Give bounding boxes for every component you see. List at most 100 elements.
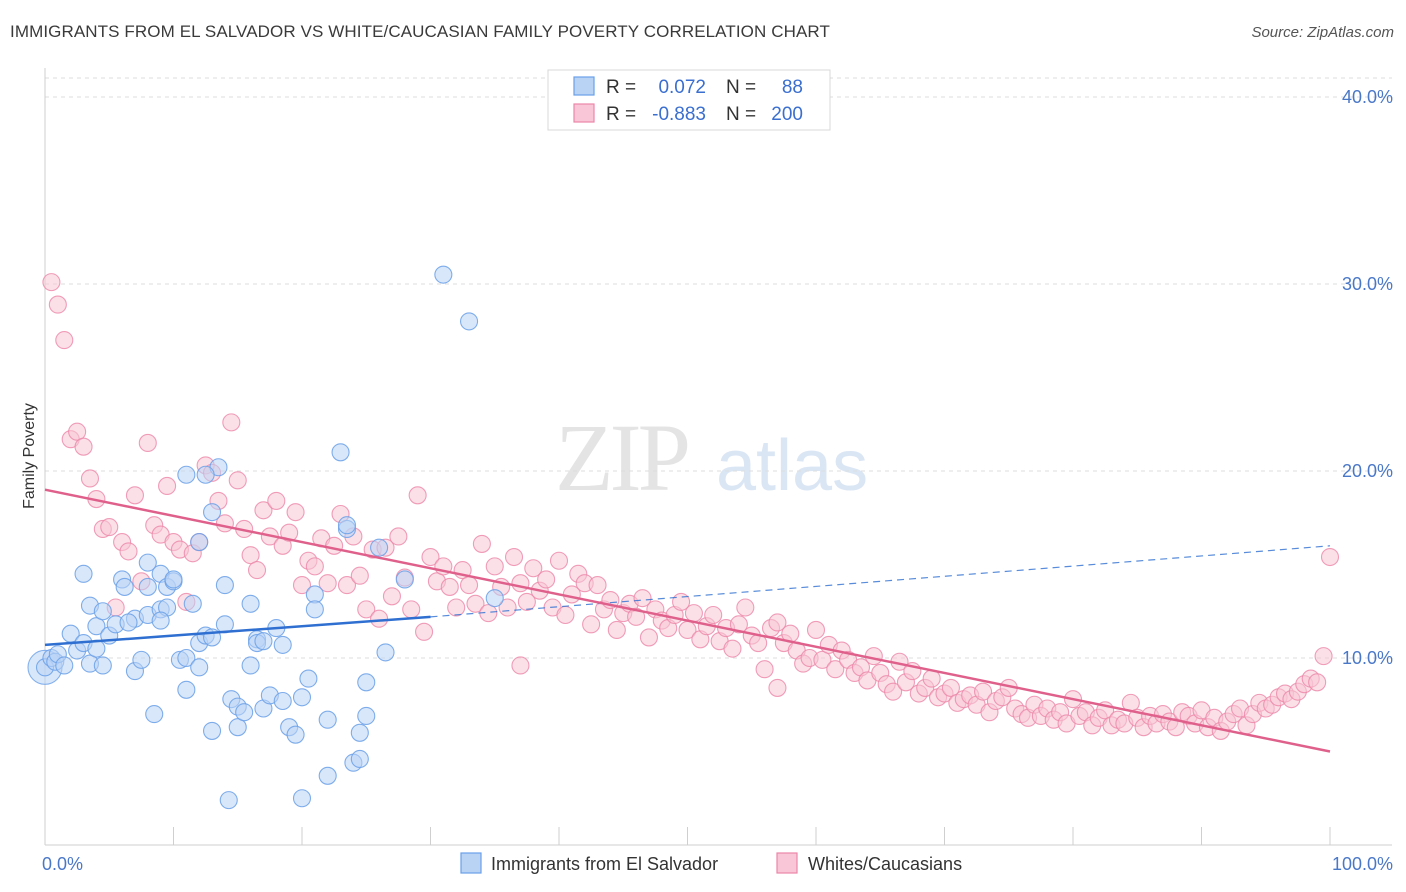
trend-whites bbox=[44, 488, 1331, 753]
point-whites-92 bbox=[633, 589, 652, 608]
point-whites-4 bbox=[68, 422, 87, 441]
point-whites-56 bbox=[402, 600, 421, 619]
trend-el-salvador-dashed bbox=[430, 545, 1331, 618]
point-whites-108 bbox=[736, 598, 755, 617]
point-whites-31 bbox=[241, 546, 260, 565]
point-el-salvador-32 bbox=[177, 680, 196, 699]
point-el-salvador-75 bbox=[370, 538, 389, 557]
legend-r-value-1: 0.072 bbox=[658, 77, 706, 98]
point-whites-113 bbox=[768, 613, 787, 632]
legend-r-label-2: R = bbox=[606, 104, 636, 125]
point-whites-38 bbox=[286, 503, 305, 522]
point-whites-53 bbox=[382, 587, 402, 606]
chart-title: IMMIGRANTS FROM EL SALVADOR VS WHITE/CAU… bbox=[10, 22, 830, 41]
point-el-salvador-69 bbox=[337, 516, 357, 535]
point-el-salvador-22 bbox=[132, 650, 151, 669]
point-whites-199 bbox=[1320, 547, 1340, 567]
y-tick-label-40: 40.0% bbox=[1342, 87, 1393, 107]
point-whites-200 bbox=[511, 656, 530, 675]
point-whites-12 bbox=[119, 542, 138, 561]
point-whites-122 bbox=[826, 660, 845, 679]
point-whites-73 bbox=[511, 574, 530, 593]
source-label: Source: ZipAtlas.com bbox=[1251, 24, 1394, 41]
point-whites-15 bbox=[138, 433, 157, 453]
point-el-salvador-11 bbox=[74, 564, 93, 583]
point-whites-119 bbox=[806, 620, 826, 640]
y-tick-label-20: 20.0% bbox=[1342, 461, 1393, 481]
point-whites-32 bbox=[247, 561, 267, 580]
point-el-salvador-59 bbox=[286, 725, 305, 744]
point-el-salvador-62 bbox=[299, 669, 318, 688]
point-el-salvador-81 bbox=[219, 791, 238, 810]
point-whites-35 bbox=[267, 491, 286, 510]
point-el-salvador-86 bbox=[151, 611, 170, 630]
legend-bottom-swatch-blue bbox=[460, 852, 482, 874]
point-whites-63 bbox=[447, 598, 466, 617]
point-el-salvador-60 bbox=[292, 789, 312, 808]
point-whites-71 bbox=[498, 598, 517, 617]
legend-n-label-1: N = bbox=[726, 77, 756, 98]
point-whites-103 bbox=[704, 605, 723, 625]
point-whites-84 bbox=[582, 615, 601, 634]
legend-top: R = 0.072 N = 88 R = -0.883 N = 200 bbox=[547, 69, 831, 131]
point-el-salvador-18 bbox=[115, 577, 134, 596]
point-whites-98 bbox=[672, 592, 691, 611]
point-whites-198 bbox=[1314, 647, 1333, 666]
point-el-salvador-78 bbox=[434, 265, 453, 284]
point-whites-100 bbox=[684, 604, 703, 623]
point-el-salvador-64 bbox=[305, 600, 324, 619]
point-whites-49 bbox=[357, 600, 376, 619]
axes bbox=[44, 68, 1392, 846]
point-el-salvador-48 bbox=[241, 594, 260, 613]
point-whites-69 bbox=[485, 557, 504, 576]
point-whites-140 bbox=[941, 678, 960, 697]
point-el-salvador-80 bbox=[485, 589, 504, 608]
y-tick-label-10: 10.0% bbox=[1342, 648, 1393, 668]
point-whites-51 bbox=[370, 609, 389, 628]
x-tick-labels: 0.0% 100.0% bbox=[42, 854, 1393, 874]
point-el-salvador-76 bbox=[376, 643, 395, 662]
point-el-salvador-65 bbox=[318, 710, 337, 729]
point-whites-91 bbox=[627, 607, 646, 626]
point-whites-80 bbox=[556, 605, 575, 625]
point-el-salvador-4 bbox=[55, 656, 74, 675]
point-whites-72 bbox=[504, 547, 524, 567]
point-whites-59 bbox=[421, 547, 440, 567]
point-el-salvador-45 bbox=[228, 718, 247, 737]
point-whites-88 bbox=[607, 620, 626, 640]
point-el-salvador-66 bbox=[318, 766, 337, 785]
legend-r-value-2: -0.883 bbox=[652, 104, 706, 125]
point-whites-41 bbox=[305, 557, 324, 576]
legend-n-label-2: N = bbox=[726, 104, 756, 125]
point-whites-18 bbox=[158, 476, 177, 496]
legend-n-value-2: 200 bbox=[771, 104, 803, 125]
point-whites-6 bbox=[80, 469, 100, 488]
point-whites-111 bbox=[755, 660, 774, 679]
legend-bottom: Immigrants from El Salvador Whites/Cauca… bbox=[460, 852, 962, 874]
y-tick-label-30: 30.0% bbox=[1342, 274, 1393, 294]
legend-bottom-label-blue: Immigrants from El Salvador bbox=[491, 854, 718, 874]
point-el-salvador-33 bbox=[177, 648, 196, 668]
point-whites-29 bbox=[228, 471, 247, 490]
legend-swatch-pink bbox=[573, 103, 595, 123]
series-whites-points bbox=[42, 273, 1340, 740]
point-el-salvador-47 bbox=[235, 703, 254, 722]
point-whites-37 bbox=[280, 523, 299, 542]
point-whites-44 bbox=[325, 536, 344, 555]
point-whites-79 bbox=[549, 551, 569, 570]
point-whites-33 bbox=[254, 501, 273, 520]
legend-bottom-swatch-pink bbox=[776, 852, 798, 874]
point-el-salvador-77 bbox=[395, 570, 414, 589]
point-el-salvador-82 bbox=[196, 465, 215, 484]
point-whites-48 bbox=[350, 566, 369, 585]
point-el-salvador-71 bbox=[350, 749, 369, 769]
point-el-salvador-20 bbox=[119, 613, 138, 632]
point-whites-39 bbox=[292, 576, 312, 595]
legend-swatch-blue bbox=[573, 76, 595, 96]
point-el-salvador-53 bbox=[254, 632, 273, 651]
point-whites-120 bbox=[813, 650, 832, 669]
point-whites-175 bbox=[1166, 718, 1185, 737]
trend-lines bbox=[44, 488, 1331, 753]
y-tick-labels: 10.0% 20.0% 30.0% 40.0% bbox=[1342, 87, 1393, 668]
point-whites-46 bbox=[337, 576, 357, 595]
